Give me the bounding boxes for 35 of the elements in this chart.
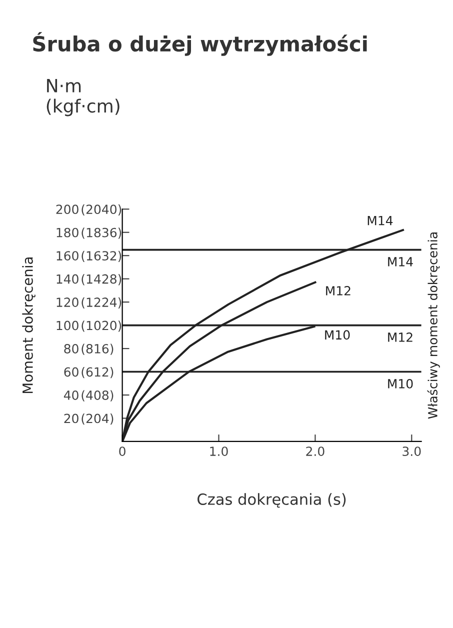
y2-tick-label: (1836) <box>82 228 122 239</box>
y2-tick-label: (408) <box>82 390 114 402</box>
y2-tick-label: (1428) <box>82 274 122 286</box>
chart-title: Śruba o dużej wytrzymałości <box>33 32 367 56</box>
ref-line-label: M10 <box>388 378 413 388</box>
y-axis-title: Moment dokręcenia <box>22 257 36 394</box>
y-tick-label: 120 <box>56 298 78 307</box>
y2-tick-label: (1632) <box>82 250 122 262</box>
y2-tick-label: (816) <box>82 344 114 355</box>
x-tick-label: 3.0 <box>402 446 421 456</box>
x-tick-label: 1.0 <box>210 446 228 456</box>
ref-line-label: M12 <box>388 332 412 342</box>
y-tick-label: 160 <box>56 251 78 261</box>
x-axis-title: Czas dokręcania (s) <box>198 493 346 508</box>
y-tick-label: 180 <box>56 228 78 238</box>
text: Właściwy moment dokręcenia <box>427 232 440 419</box>
y2-tick-label: (1224) <box>82 297 122 308</box>
y-tick-label: 200 <box>56 204 78 214</box>
chart-subtitle: N·m (kgf·cm) <box>46 79 120 116</box>
y-tick-label: 80 <box>64 344 78 354</box>
y2-tick-label: (2040) <box>82 204 122 216</box>
x-tick-label: 0 <box>119 446 126 456</box>
y-tick-label: 20 <box>64 414 78 424</box>
series-label: M14 <box>368 216 393 226</box>
y-tick-label: 40 <box>64 390 78 400</box>
ref-line-label: M14 <box>388 257 413 266</box>
series-label: M12 <box>326 286 350 296</box>
y2-tick-label: (204) <box>82 414 114 425</box>
y-tick-label: 140 <box>56 274 78 284</box>
x-tick-label: 2.0 <box>306 446 324 456</box>
y2-tick-label: (1020) <box>82 320 122 332</box>
y-tick-label: 100 <box>56 320 78 330</box>
series-label: M10 <box>325 330 350 340</box>
y2-tick-label: (612) <box>82 367 114 378</box>
y-tick-label: 60 <box>64 367 78 377</box>
